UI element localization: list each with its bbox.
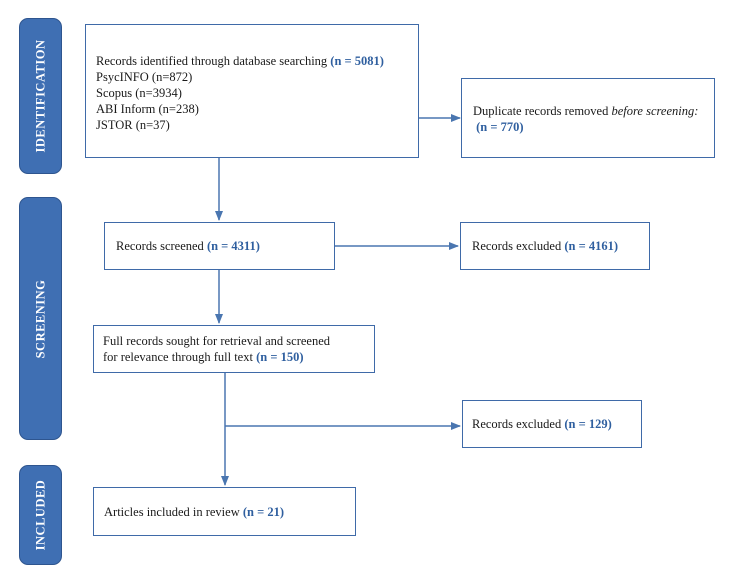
phase-screening: SCREENING: [19, 197, 62, 440]
excluded-full-count: (n = 129): [564, 417, 612, 431]
box-records-excluded-screening: Records excluded (n = 4161): [460, 222, 650, 270]
excluded-screening-count: (n = 4161): [564, 239, 618, 253]
box-records-excluded-full: Records excluded (n = 129): [462, 400, 642, 448]
phase-included: INCLUDED: [19, 465, 62, 565]
screened-count: (n = 4311): [206, 239, 260, 253]
full-records-count: (n = 150): [256, 350, 304, 364]
box-full-records: Full records sought for retrieval and sc…: [93, 325, 375, 373]
source-abi-inform: ABI Inform (n=238): [96, 102, 199, 116]
box-records-screened: Records screened (n = 4311): [104, 222, 335, 270]
box-records-identified: Records identified through database sear…: [85, 24, 419, 158]
phase-identification: IDENTIFICATION: [19, 18, 62, 174]
box-articles-included: Articles included in review (n = 21): [93, 487, 356, 536]
source-jstor: JSTOR (n=37): [96, 118, 170, 132]
source-psycinfo: PsycINFO (n=872): [96, 70, 193, 84]
box-duplicates-removed: Duplicate records removed before screeni…: [461, 78, 715, 158]
included-count: (n = 21): [242, 505, 284, 519]
records-identified-heading: Records identified through database sear…: [96, 54, 384, 68]
duplicates-count: (n = 770): [476, 120, 524, 134]
source-scopus: Scopus (n=3934): [96, 86, 182, 100]
records-identified-count: (n = 5081): [330, 54, 384, 68]
